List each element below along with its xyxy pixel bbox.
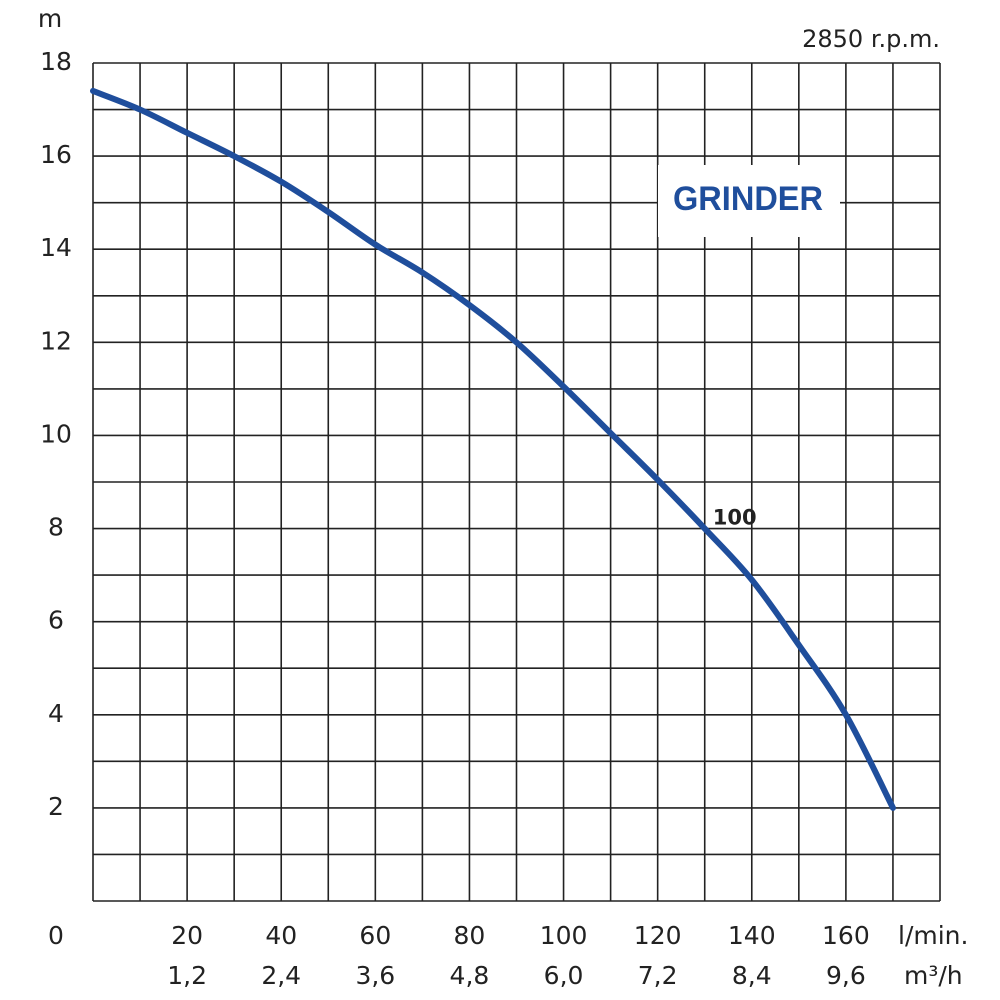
x-tick-label: 140 [728, 921, 776, 950]
y-tick-label: 12 [40, 326, 72, 355]
y-tick-label: 8 [48, 513, 64, 542]
y-tick-label: 14 [40, 233, 72, 262]
x-tick-label: 60 [359, 921, 391, 950]
x-tick-label: 100 [540, 921, 588, 950]
x-tick-label: 160 [822, 921, 870, 950]
x-tick-label: 20 [171, 921, 203, 950]
title-background [658, 165, 840, 237]
chart-title: GRINDER [673, 180, 823, 218]
y-axis-label: m [38, 4, 62, 33]
x2-axis-label: m³/h [904, 961, 963, 990]
annotation: 2850 r.p.m. [802, 25, 940, 53]
x2-tick-label: 2,4 [261, 961, 301, 990]
x2-tick-label: 7,2 [638, 961, 678, 990]
x2-tick-label: 4,8 [450, 961, 490, 990]
x2-tick-label: 3,6 [355, 961, 395, 990]
y-tick-label: 10 [40, 419, 72, 448]
title-box: GRINDER [658, 165, 840, 237]
x-tick-label: 80 [454, 921, 486, 950]
x2-tick-label: 8,4 [732, 961, 772, 990]
y-tick-label: 16 [40, 140, 72, 169]
x-axis-label: l/min. [898, 921, 968, 950]
x2-tick-label: 1,2 [167, 961, 207, 990]
x2-tick-label: 6,0 [544, 961, 584, 990]
y-tick-label: 6 [48, 606, 64, 635]
x2-tick-label: 9,6 [826, 961, 866, 990]
y-tick-label: 0 [48, 921, 64, 950]
y-tick-label: 4 [48, 699, 64, 728]
x-tick-label: 120 [634, 921, 682, 950]
x-tick-label: 40 [265, 921, 297, 950]
y-tick-label: 18 [40, 47, 72, 76]
curve [90, 87, 896, 811]
y-tick-label: 2 [48, 792, 64, 821]
series-label: 100 [713, 506, 757, 530]
